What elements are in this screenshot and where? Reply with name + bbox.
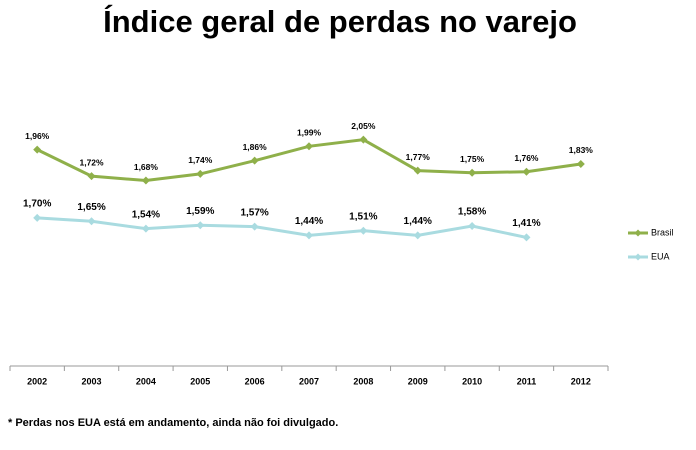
point [522,167,531,176]
legend-label: Brasil [651,227,674,237]
series-line [37,216,527,239]
data-label: 1,83% [569,145,594,155]
point [141,224,150,233]
point [33,145,42,154]
point [522,233,531,242]
x-tick-label: 2005 [190,376,210,386]
legend-marker [634,229,642,237]
data-label: 1,44% [295,216,323,227]
data-label: 1,76% [514,153,539,163]
data-label: 1,77% [406,152,431,162]
point [468,221,477,230]
point [250,222,259,231]
x-tick-label: 2002 [27,376,47,386]
x-tick-label: 2006 [245,376,265,386]
point [413,166,422,175]
data-label: 1,44% [404,216,432,227]
point [87,172,96,181]
data-label: 1,75% [460,154,485,164]
point [196,169,205,178]
data-label: 1,65% [77,202,105,213]
data-label: 1,86% [243,142,268,152]
x-tick-label: 2007 [299,376,319,386]
point [87,217,96,226]
x-tick-label: 2008 [353,376,373,386]
data-label: 1,54% [132,209,160,220]
point [33,213,42,222]
data-label: 1,41% [512,218,540,229]
point [196,221,205,230]
x-tick-label: 2012 [571,376,591,386]
data-label: 1,99% [297,128,322,138]
point [305,142,313,151]
point [141,176,150,185]
x-tick-label: 2003 [82,376,102,386]
footnote: * Perdas nos EUA está em andamento, aind… [8,417,338,429]
point [413,231,422,240]
data-label: 1,72% [79,157,104,167]
data-label: 1,68% [134,162,159,172]
point [576,159,585,168]
point [305,231,313,240]
x-tick-label: 2010 [462,376,482,386]
legend-marker [634,253,642,261]
point [359,135,368,144]
point [250,156,259,165]
data-label: 1,59% [186,206,214,217]
chart-title: Índice geral de perdas no varejo [103,4,577,39]
point [359,226,368,235]
data-label: 1,70% [23,199,51,210]
x-tick-label: 2011 [517,376,537,386]
legend-label: EUA [651,251,670,261]
data-label: 1,57% [240,207,268,218]
data-label: 1,58% [458,207,486,218]
x-tick-label: 2009 [408,376,428,386]
data-label: 1,74% [188,155,213,165]
x-tick-label: 2004 [136,376,156,386]
point [468,168,477,177]
data-label: 1,96% [25,131,50,141]
data-label: 2,05% [351,121,376,131]
data-label: 1,51% [349,211,377,222]
